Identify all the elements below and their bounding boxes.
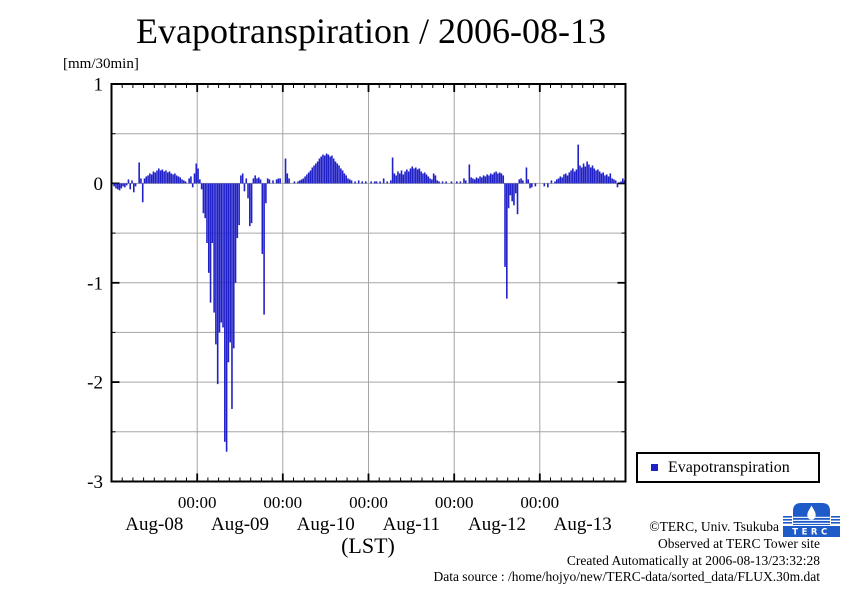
annotation-copyright: ©TERC, Univ. Tsukuba bbox=[649, 519, 779, 534]
svg-text:Aug-09: Aug-09 bbox=[211, 514, 269, 535]
plot-gridlines bbox=[111, 84, 626, 482]
svg-text:Aug-11: Aug-11 bbox=[383, 514, 440, 535]
svg-text:Aug-08: Aug-08 bbox=[125, 514, 183, 535]
terc-logo-drop-icon bbox=[793, 505, 830, 524]
legend-label: Evapotranspiration bbox=[668, 458, 790, 476]
svg-text:1: 1 bbox=[94, 75, 104, 96]
terc-logo: TERC bbox=[783, 503, 840, 538]
terc-logo-text: TERC bbox=[792, 528, 830, 538]
svg-text:-3: -3 bbox=[87, 472, 103, 493]
x-axis-tick-labels: 00:00 00:00 00:00 00:00 00:00 bbox=[178, 493, 559, 512]
annotation-created-timestamp: Created Automatically at 2006-08-13/23:3… bbox=[566, 553, 820, 568]
y-axis-tick-labels: 1 0 -1 -2 -3 bbox=[87, 75, 103, 494]
x-axis-day-labels: Aug-08 Aug-09 Aug-10 Aug-11 Aug-12 Aug-13 bbox=[125, 514, 611, 535]
svg-text:Aug-10: Aug-10 bbox=[297, 514, 355, 535]
bars-evapotranspiration bbox=[113, 144, 626, 452]
svg-text:00:00: 00:00 bbox=[435, 493, 474, 512]
svg-text:00:00: 00:00 bbox=[349, 493, 388, 512]
svg-text:0: 0 bbox=[94, 174, 104, 195]
x-axis-label-lst: (LST) bbox=[341, 533, 395, 558]
svg-text:00:00: 00:00 bbox=[263, 493, 302, 512]
svg-text:-1: -1 bbox=[87, 273, 103, 294]
plot-frame bbox=[110, 83, 627, 483]
svg-text:00:00: 00:00 bbox=[520, 493, 559, 512]
chart-title: Evapotranspiration / 2006-08-13 bbox=[136, 11, 606, 51]
legend-box: Evapotranspiration bbox=[636, 452, 820, 483]
y-axis-unit-label: [mm/30min] bbox=[63, 56, 139, 72]
svg-text:-2: -2 bbox=[87, 373, 103, 394]
svg-text:Aug-13: Aug-13 bbox=[554, 514, 612, 535]
svg-text:00:00: 00:00 bbox=[178, 493, 217, 512]
legend-marker-square bbox=[651, 464, 658, 471]
svg-text:Aug-12: Aug-12 bbox=[468, 514, 526, 535]
annotation-data-source: Data source : /home/hojyo/new/TERC-data/… bbox=[433, 569, 820, 584]
annotation-observed-site: Observed at TERC Tower site bbox=[657, 536, 820, 551]
